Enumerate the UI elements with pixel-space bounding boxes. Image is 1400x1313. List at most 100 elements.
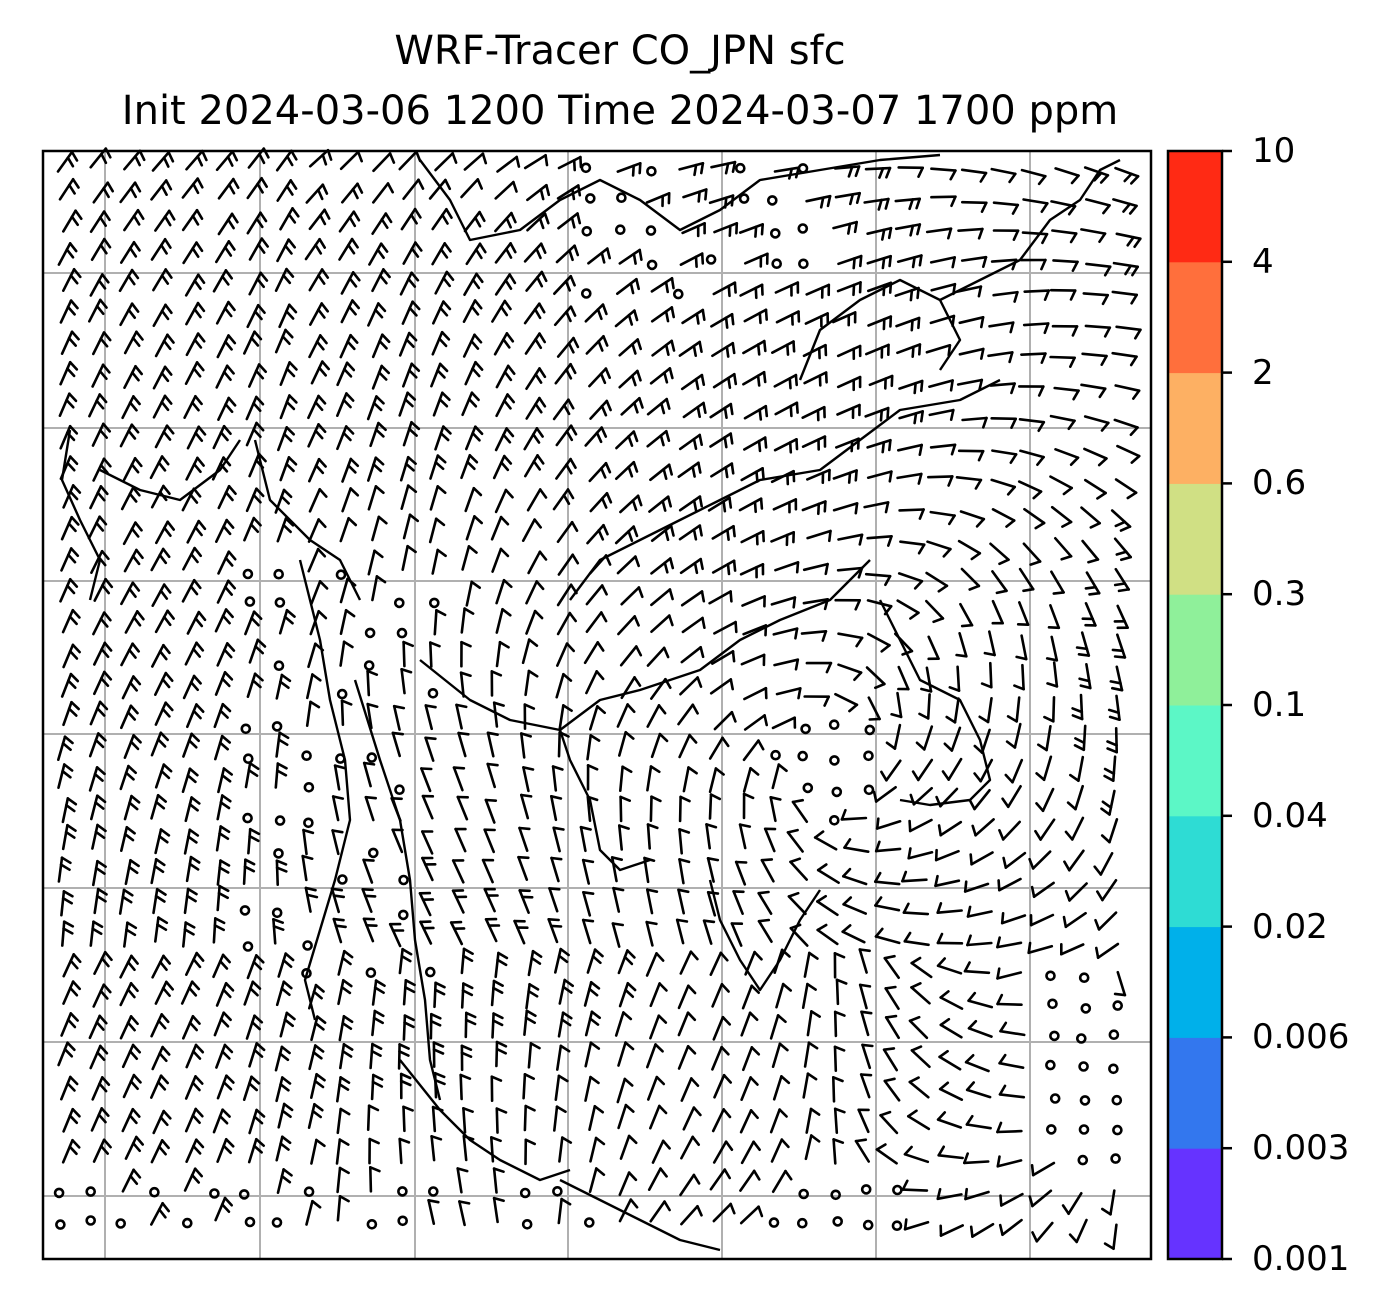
wind-barb <box>217 177 240 200</box>
wind-barb <box>183 394 203 420</box>
wind-barb <box>987 351 1014 364</box>
wind-barb <box>494 488 514 514</box>
wind-barb <box>708 194 735 209</box>
wind-barb <box>402 640 415 668</box>
wind-barb <box>216 642 236 667</box>
wind-barb <box>62 643 81 669</box>
wind-barb <box>490 515 510 541</box>
wind-barb <box>1112 198 1138 215</box>
wind-barb <box>362 858 375 884</box>
wind-barb <box>305 700 321 728</box>
wind-barb <box>123 209 145 232</box>
wind-barb <box>244 761 260 789</box>
wind-barb <box>584 1075 600 1102</box>
wind-barb <box>557 553 580 576</box>
colorbar-tick-label: 0.02 <box>1252 906 1328 947</box>
wind-barb <box>92 859 107 887</box>
wind-barb <box>304 237 327 261</box>
wind-barb <box>582 890 595 917</box>
wind-barb <box>123 733 142 760</box>
wind-barb <box>399 271 420 296</box>
wind-barb <box>364 795 378 822</box>
wind-barb <box>452 766 466 792</box>
wind-barb <box>336 361 356 387</box>
wind-barb <box>813 830 838 851</box>
calm-wind-circle <box>242 941 254 952</box>
wind-barb <box>679 1173 701 1197</box>
wind-barb <box>460 607 475 634</box>
wind-barb <box>61 209 83 233</box>
coastline-borneo <box>708 879 821 992</box>
wind-barb <box>939 1224 965 1237</box>
wind-barb <box>1115 325 1142 340</box>
wind-barb <box>991 449 1018 465</box>
wind-barb <box>584 303 608 323</box>
wind-barb <box>494 951 509 979</box>
wind-barb <box>184 1107 204 1133</box>
wind-barb <box>620 396 644 416</box>
wind-barb <box>120 486 141 511</box>
colorbar-segment <box>1168 1037 1222 1149</box>
wind-barb <box>743 714 769 731</box>
wind-barb <box>999 1192 1024 1207</box>
wind-barb <box>936 902 963 915</box>
wind-barb <box>120 825 136 853</box>
wind-barb <box>938 1049 962 1071</box>
wind-barb <box>338 1043 354 1070</box>
calm-wind-circle <box>301 967 312 979</box>
wind-barb <box>523 242 547 263</box>
colorbar-segment <box>1168 705 1222 817</box>
wind-barb <box>978 696 993 724</box>
coastline-korea <box>798 278 962 381</box>
wind-barb <box>739 283 764 300</box>
wind-barb <box>214 1196 233 1222</box>
wind-barb <box>217 396 237 422</box>
wind-barb <box>786 828 804 853</box>
calm-wind-circle <box>552 1186 563 1197</box>
wind-barb <box>836 281 862 297</box>
wind-barb <box>119 981 139 1007</box>
wind-barb <box>275 149 298 172</box>
wind-barb <box>418 891 435 917</box>
wind-barb <box>362 917 378 943</box>
wind-barb <box>883 954 901 980</box>
wind-barb <box>645 920 658 947</box>
wind-barb <box>859 1073 873 1099</box>
wind-barb <box>643 856 656 884</box>
wind-barb <box>122 1073 142 1099</box>
wind-barb <box>402 978 416 1006</box>
wind-barb <box>182 921 196 948</box>
wind-barb <box>552 398 575 421</box>
wind-barb <box>897 665 910 691</box>
wind-barb <box>304 886 319 913</box>
wind-barb <box>1111 290 1138 305</box>
wind-barb <box>927 635 940 661</box>
wind-barb <box>212 953 231 979</box>
wind-barb <box>332 917 347 944</box>
calm-wind-circle <box>860 1184 872 1195</box>
wind-barb <box>882 1047 899 1072</box>
wind-barb <box>959 510 986 528</box>
wind-barb <box>217 212 239 236</box>
wind-barb <box>184 641 205 666</box>
wind-barb <box>182 1014 201 1040</box>
wind-barb <box>183 887 198 915</box>
wind-barb <box>333 764 347 791</box>
wind-barb <box>371 515 388 542</box>
wind-barb <box>182 546 202 571</box>
wind-barb <box>677 1011 697 1037</box>
wind-barb <box>585 670 605 695</box>
wind-barb <box>388 922 405 948</box>
calm-wind-circle <box>800 723 811 735</box>
calm-wind-circle <box>182 1217 193 1229</box>
wind-barb <box>675 918 689 945</box>
wind-barb <box>89 210 111 233</box>
wind-barb <box>646 823 659 850</box>
wind-barb <box>90 549 110 575</box>
wind-barb <box>556 184 582 201</box>
wind-barb <box>464 486 483 513</box>
wind-barb <box>483 887 499 913</box>
wind-barb <box>648 1104 668 1130</box>
calm-wind-circle <box>242 812 253 824</box>
wind-barb <box>372 152 396 173</box>
